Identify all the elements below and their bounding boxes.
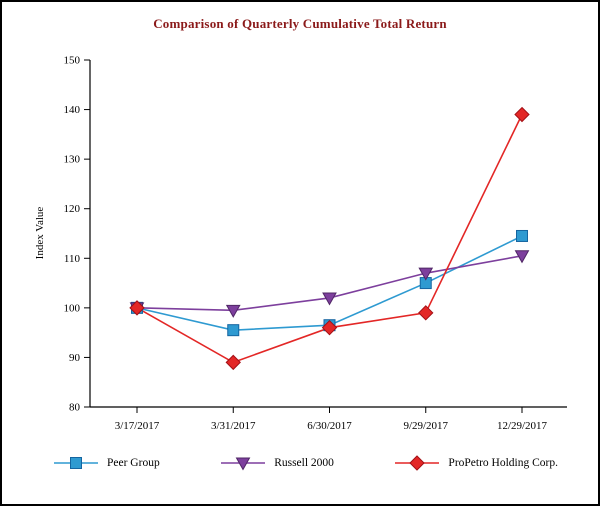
y-tick-label: 110 (64, 253, 81, 265)
series-marker-propetro-holding-corp (129, 300, 145, 316)
legend-marker-russell-2000-icon (221, 457, 266, 471)
series-marker-propetro-holding-corp (321, 319, 338, 336)
legend-marker-shape (409, 455, 426, 471)
series-marker-russell-2000 (418, 267, 434, 281)
chart-title: Comparison of Quarterly Cumulative Total… (153, 16, 447, 31)
x-tick-label: 3/17/2017 (115, 420, 160, 432)
x-tick-label: 6/30/2017 (307, 420, 352, 432)
legend-label: Russell 2000 (274, 457, 334, 469)
series-marker-russell-2000 (322, 292, 337, 306)
legend-label: Peer Group (107, 457, 160, 469)
y-tick-label: 100 (64, 302, 81, 314)
chart-legend: Peer Group Russell 2000 ProPetro Holding C… (54, 454, 558, 472)
y-tick-label: 120 (64, 203, 81, 215)
series-marker-propetro-holding-corp (418, 305, 434, 321)
series-marker-russell-2000 (225, 304, 241, 318)
x-tick-label: 12/29/2017 (497, 420, 548, 432)
legend-item-propetro-holding-corp: ProPetro Holding Corp. (395, 454, 558, 472)
series-marker-propetro-holding-corp (225, 354, 241, 371)
legend-item-russell-2000: Russell 2000 (221, 454, 334, 472)
legend-marker-peer-group-icon (54, 457, 98, 469)
legend-label: ProPetro Holding Corp. (448, 457, 558, 469)
series-marker-russell-2000 (514, 250, 530, 264)
y-tick-label: 150 (64, 55, 81, 67)
legend-marker-propetro-holding-corp-icon (395, 455, 440, 471)
series-line-peer-group (136, 235, 523, 331)
legend-marker-shape (235, 457, 251, 471)
legend-marker-shape (70, 457, 82, 469)
legend-item-peer-group: Peer Group (54, 454, 160, 472)
y-tick-label: 90 (69, 352, 81, 364)
x-tick-label: 9/29/2017 (403, 420, 448, 432)
x-tick-label: 3/31/2017 (211, 420, 256, 432)
series-marker-peer-group (227, 324, 240, 337)
series-marker-peer-group (516, 229, 528, 242)
series-marker-propetro-holding-corp (514, 106, 530, 123)
plot-svg: 80 90 100 110 120 130 140 150 3/17/2017 3/31/2017… (64, 55, 567, 432)
y-tick-label: 130 (64, 154, 81, 166)
y-tick-label: 140 (64, 104, 81, 116)
y-tick-label: 80 (69, 402, 81, 414)
